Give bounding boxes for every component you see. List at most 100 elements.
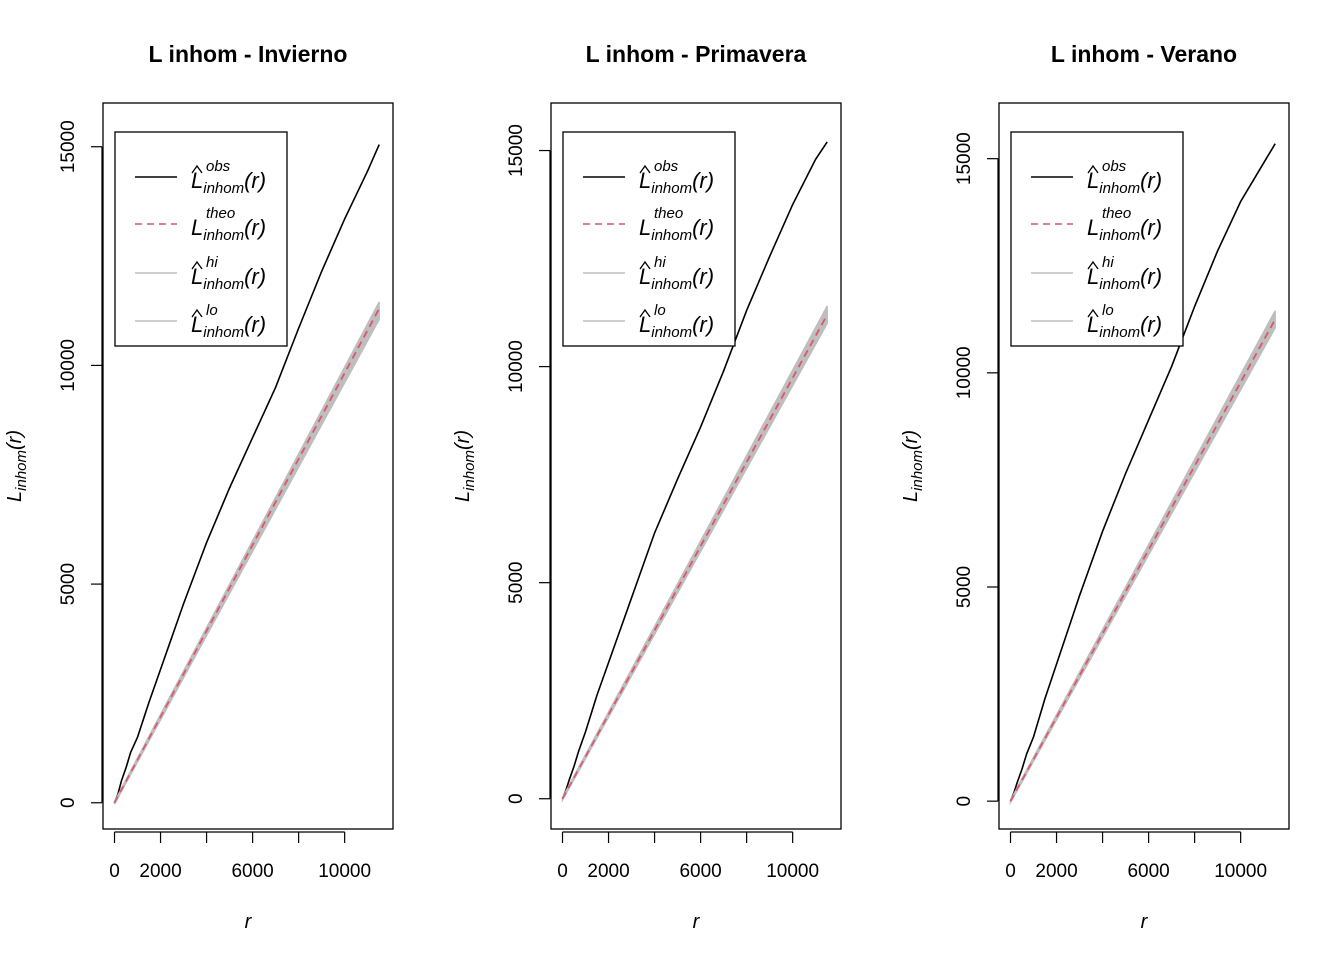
y-label-subscript: inhom	[461, 450, 478, 491]
y-tick-label: 5000	[954, 566, 975, 608]
y-axis-label-text: Linhom(r)	[452, 430, 478, 502]
legend-label-theo: Linhom(r)	[1087, 215, 1162, 244]
panel-3: L inhom - Verano 0 2000 6000 10000 r 0 5000 1000…	[900, 41, 1290, 933]
legend-subscript: inhom	[1099, 276, 1140, 293]
y-tick-label: 10000	[506, 340, 527, 393]
plot-frame	[998, 102, 1290, 830]
legend-label-lo: Linhom(r)	[639, 312, 714, 341]
x-tick-label: 6000	[1127, 861, 1169, 882]
y-tick-label: 0	[954, 796, 975, 807]
x-tick-label: 10000	[766, 861, 819, 882]
legend-hat-lo	[1087, 308, 1099, 318]
x-axis: 0 2000 6000 10000	[1005, 831, 1267, 882]
y-tick-label: 15000	[954, 132, 975, 185]
legend-symbol: L	[1087, 264, 1099, 289]
legend-label-hi: Linhom(r)	[191, 264, 266, 293]
legend-symbol: L	[639, 168, 651, 193]
legend-label-obs: Linhom(r)	[639, 168, 714, 197]
legend-argument: (r)	[244, 168, 266, 193]
legend-symbol: L	[1087, 312, 1099, 337]
series-line-theo-top	[113, 308, 380, 804]
series-line-hi	[1009, 310, 1276, 801]
x-tick-label: 2000	[1035, 861, 1077, 882]
x-tick-label: 2000	[139, 861, 181, 882]
y-axis: 0 5000 10000 15000	[506, 124, 551, 804]
y-tick-label: 15000	[506, 124, 527, 177]
plot-frame	[550, 102, 842, 830]
legend-label-hi: Linhom(r)	[1087, 264, 1162, 293]
x-tick-label: 0	[557, 861, 568, 882]
y-label-subscript: inhom	[909, 450, 926, 491]
x-axis: 0 2000 6000 10000	[557, 831, 819, 882]
legend-hat-hi	[191, 260, 203, 270]
series-line-lo	[1009, 327, 1276, 803]
legend-superscript-hi: hi	[1102, 254, 1114, 271]
legend-superscript-obs: obs	[654, 158, 679, 175]
chart-title: L inhom - Verano	[1051, 41, 1237, 67]
x-tick-label: 2000	[587, 861, 629, 882]
y-axis-label-text: Linhom(r)	[900, 430, 926, 502]
legend-symbol: L	[191, 215, 203, 240]
y-axis-label: Linhom(r)	[900, 430, 926, 502]
legend-argument: (r)	[1140, 312, 1162, 337]
legend-superscript-lo: lo	[206, 302, 218, 319]
legend-subscript: inhom	[1099, 180, 1140, 197]
legend-hat-obs	[191, 164, 203, 174]
y-axis-label: Linhom(r)	[452, 430, 478, 502]
legend-box	[562, 131, 736, 347]
legend-symbol: L	[1087, 168, 1099, 193]
chart-title: L inhom - Invierno	[149, 41, 348, 67]
y-tick-label: 10000	[954, 346, 975, 399]
legend-superscript-theo: theo	[206, 205, 235, 222]
series-line-obs	[113, 144, 380, 804]
legend-label-theo: Linhom(r)	[639, 215, 714, 244]
legend-symbol: L	[639, 215, 651, 240]
legend-argument: (r)	[244, 312, 266, 337]
legend-superscript-obs: obs	[206, 158, 231, 175]
legend-hat-hi	[639, 260, 651, 270]
legend-superscript-hi: hi	[654, 254, 666, 271]
series-line-lo	[561, 323, 828, 801]
legend-argument: (r)	[244, 264, 266, 289]
legend-argument: (r)	[1140, 264, 1162, 289]
legend-subscript: inhom	[651, 324, 692, 341]
legend-symbol: L	[191, 168, 203, 193]
y-label-symbol: L	[900, 491, 922, 502]
y-label-symbol: L	[452, 491, 474, 502]
x-tick-label: 10000	[318, 861, 371, 882]
legend-subscript: inhom	[651, 276, 692, 293]
legend-superscript-lo: lo	[1102, 302, 1114, 319]
legend-label-hi: Linhom(r)	[639, 264, 714, 293]
legend-argument: (r)	[692, 168, 714, 193]
legend-argument: (r)	[692, 312, 714, 337]
series-line-hi	[561, 305, 828, 798]
legend-superscript-hi: hi	[206, 254, 218, 271]
legend-hat-lo	[191, 308, 203, 318]
x-tick-label: 10000	[1214, 861, 1267, 882]
legend-label-theo: Linhom(r)	[191, 215, 266, 244]
legend-symbol: L	[639, 312, 651, 337]
legend-subscript: inhom	[203, 276, 244, 293]
y-axis-label: Linhom(r)	[4, 430, 30, 502]
legend-label-lo: Linhom(r)	[1087, 312, 1162, 341]
legend-subscript: inhom	[651, 180, 692, 197]
legend-subscript: inhom	[203, 180, 244, 197]
series-line-lo	[113, 319, 380, 805]
legend-superscript-theo: theo	[654, 205, 683, 222]
legend-superscript-lo: lo	[654, 302, 666, 319]
y-tick-label: 0	[58, 797, 79, 808]
legend-hat-obs	[639, 164, 651, 174]
y-label-subscript: inhom	[13, 450, 30, 491]
legend-label-obs: Linhom(r)	[191, 168, 266, 197]
legend-superscript-obs: obs	[1102, 158, 1127, 175]
series-line-obs	[561, 141, 828, 800]
legend-argument: (r)	[244, 215, 266, 240]
y-label-argument: (r)	[900, 430, 922, 450]
legend-symbol: L	[639, 264, 651, 289]
x-axis: 0 2000 6000 10000	[109, 831, 371, 882]
y-axis: 0 5000 10000 15000	[58, 120, 103, 808]
x-tick-label: 0	[1005, 861, 1016, 882]
y-label-argument: (r)	[4, 430, 26, 450]
series-line-obs	[1009, 143, 1276, 802]
panel-2: L inhom - Primavera 0 2000 6000 10000 r 0 5000 1…	[452, 41, 842, 933]
